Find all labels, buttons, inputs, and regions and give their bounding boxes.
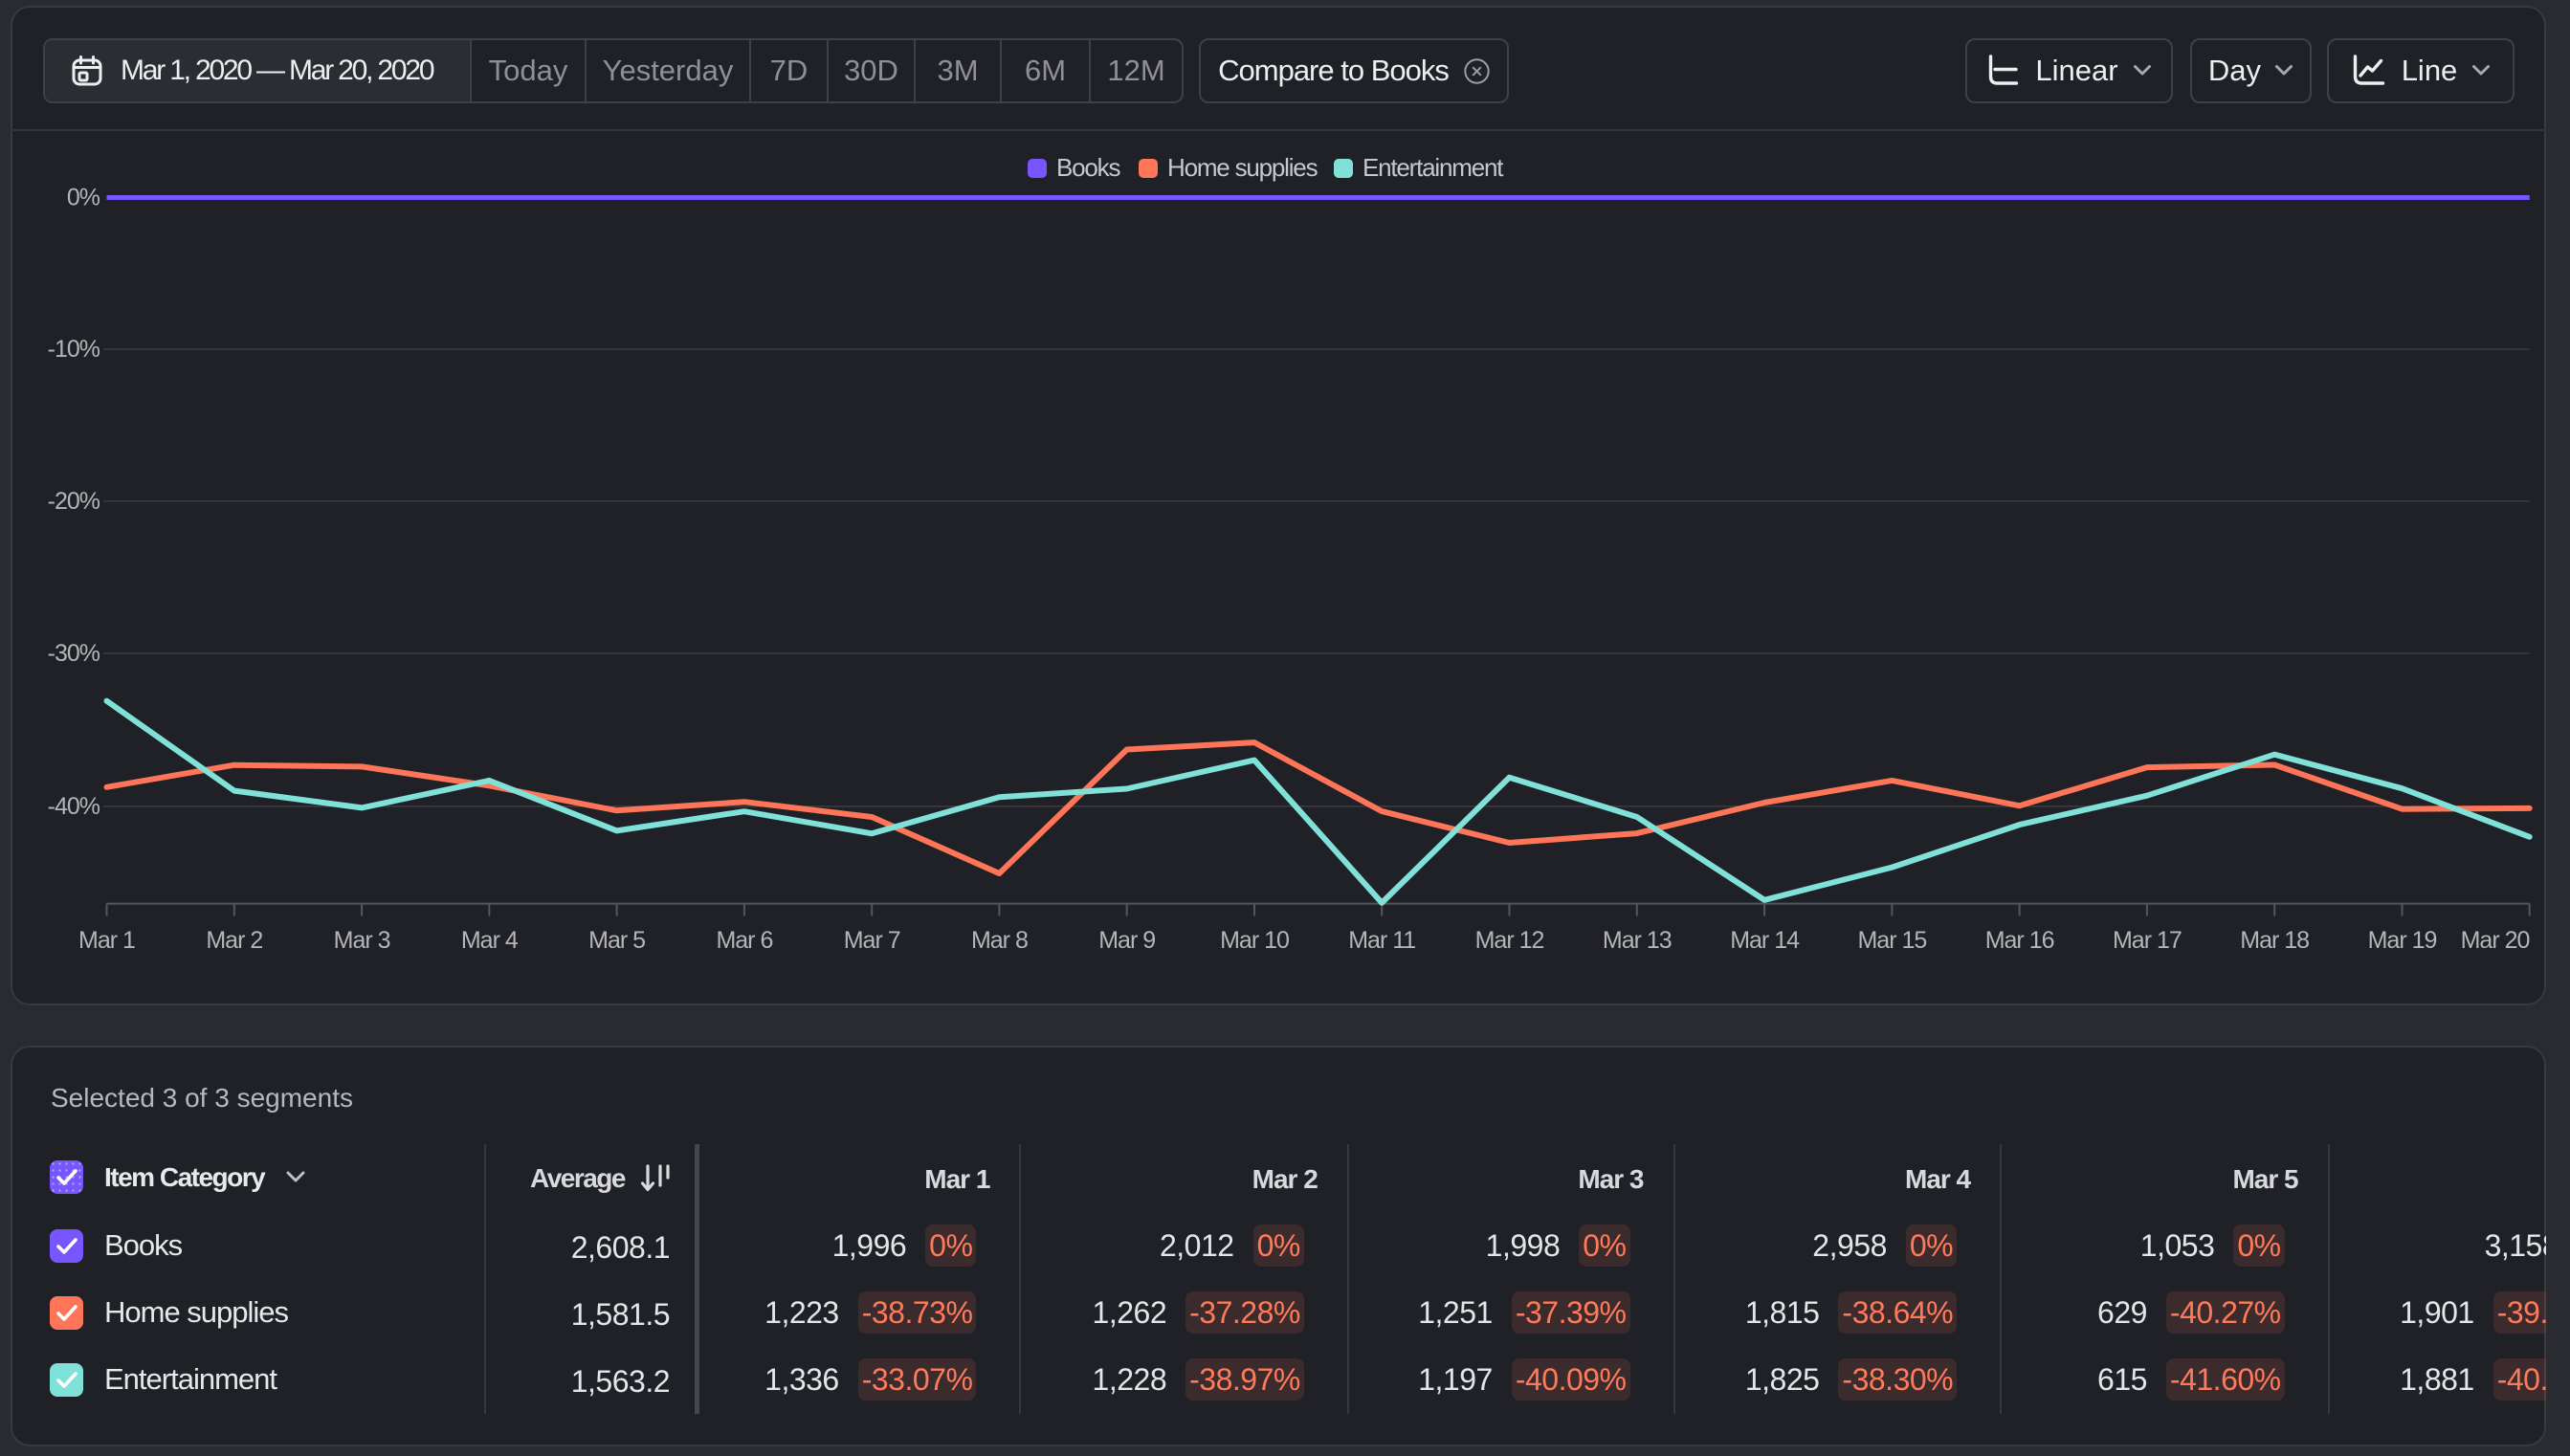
svg-text:Mar 4: Mar 4	[461, 927, 519, 954]
svg-text:Mar 15: Mar 15	[1857, 927, 1926, 954]
svg-text:Mar 17: Mar 17	[2113, 927, 2182, 954]
svg-text:-40%: -40%	[48, 793, 100, 820]
svg-text:-20%: -20%	[48, 488, 100, 515]
svg-text:-30%: -30%	[48, 640, 100, 667]
svg-text:Mar 7: Mar 7	[844, 927, 900, 954]
svg-text:Mar 14: Mar 14	[1730, 927, 1800, 954]
svg-text:Mar 20: Mar 20	[2461, 927, 2530, 954]
svg-text:Mar 12: Mar 12	[1475, 927, 1544, 954]
svg-text:0%: 0%	[67, 185, 100, 211]
svg-text:Mar 2: Mar 2	[206, 927, 262, 954]
svg-text:Mar 10: Mar 10	[1220, 927, 1289, 954]
svg-text:Mar 19: Mar 19	[2368, 927, 2437, 954]
svg-text:Mar 18: Mar 18	[2240, 927, 2309, 954]
svg-text:-10%: -10%	[48, 336, 100, 363]
svg-text:Mar 5: Mar 5	[588, 927, 645, 954]
svg-text:Mar 16: Mar 16	[1985, 927, 2054, 954]
svg-text:Mar 8: Mar 8	[971, 927, 1028, 954]
svg-text:Mar 6: Mar 6	[716, 927, 772, 954]
svg-text:Mar 9: Mar 9	[1098, 927, 1155, 954]
svg-text:Mar 11: Mar 11	[1348, 927, 1415, 954]
svg-text:Mar 1: Mar 1	[78, 927, 135, 954]
svg-text:Mar 3: Mar 3	[334, 927, 390, 954]
svg-text:Mar 13: Mar 13	[1603, 927, 1672, 954]
